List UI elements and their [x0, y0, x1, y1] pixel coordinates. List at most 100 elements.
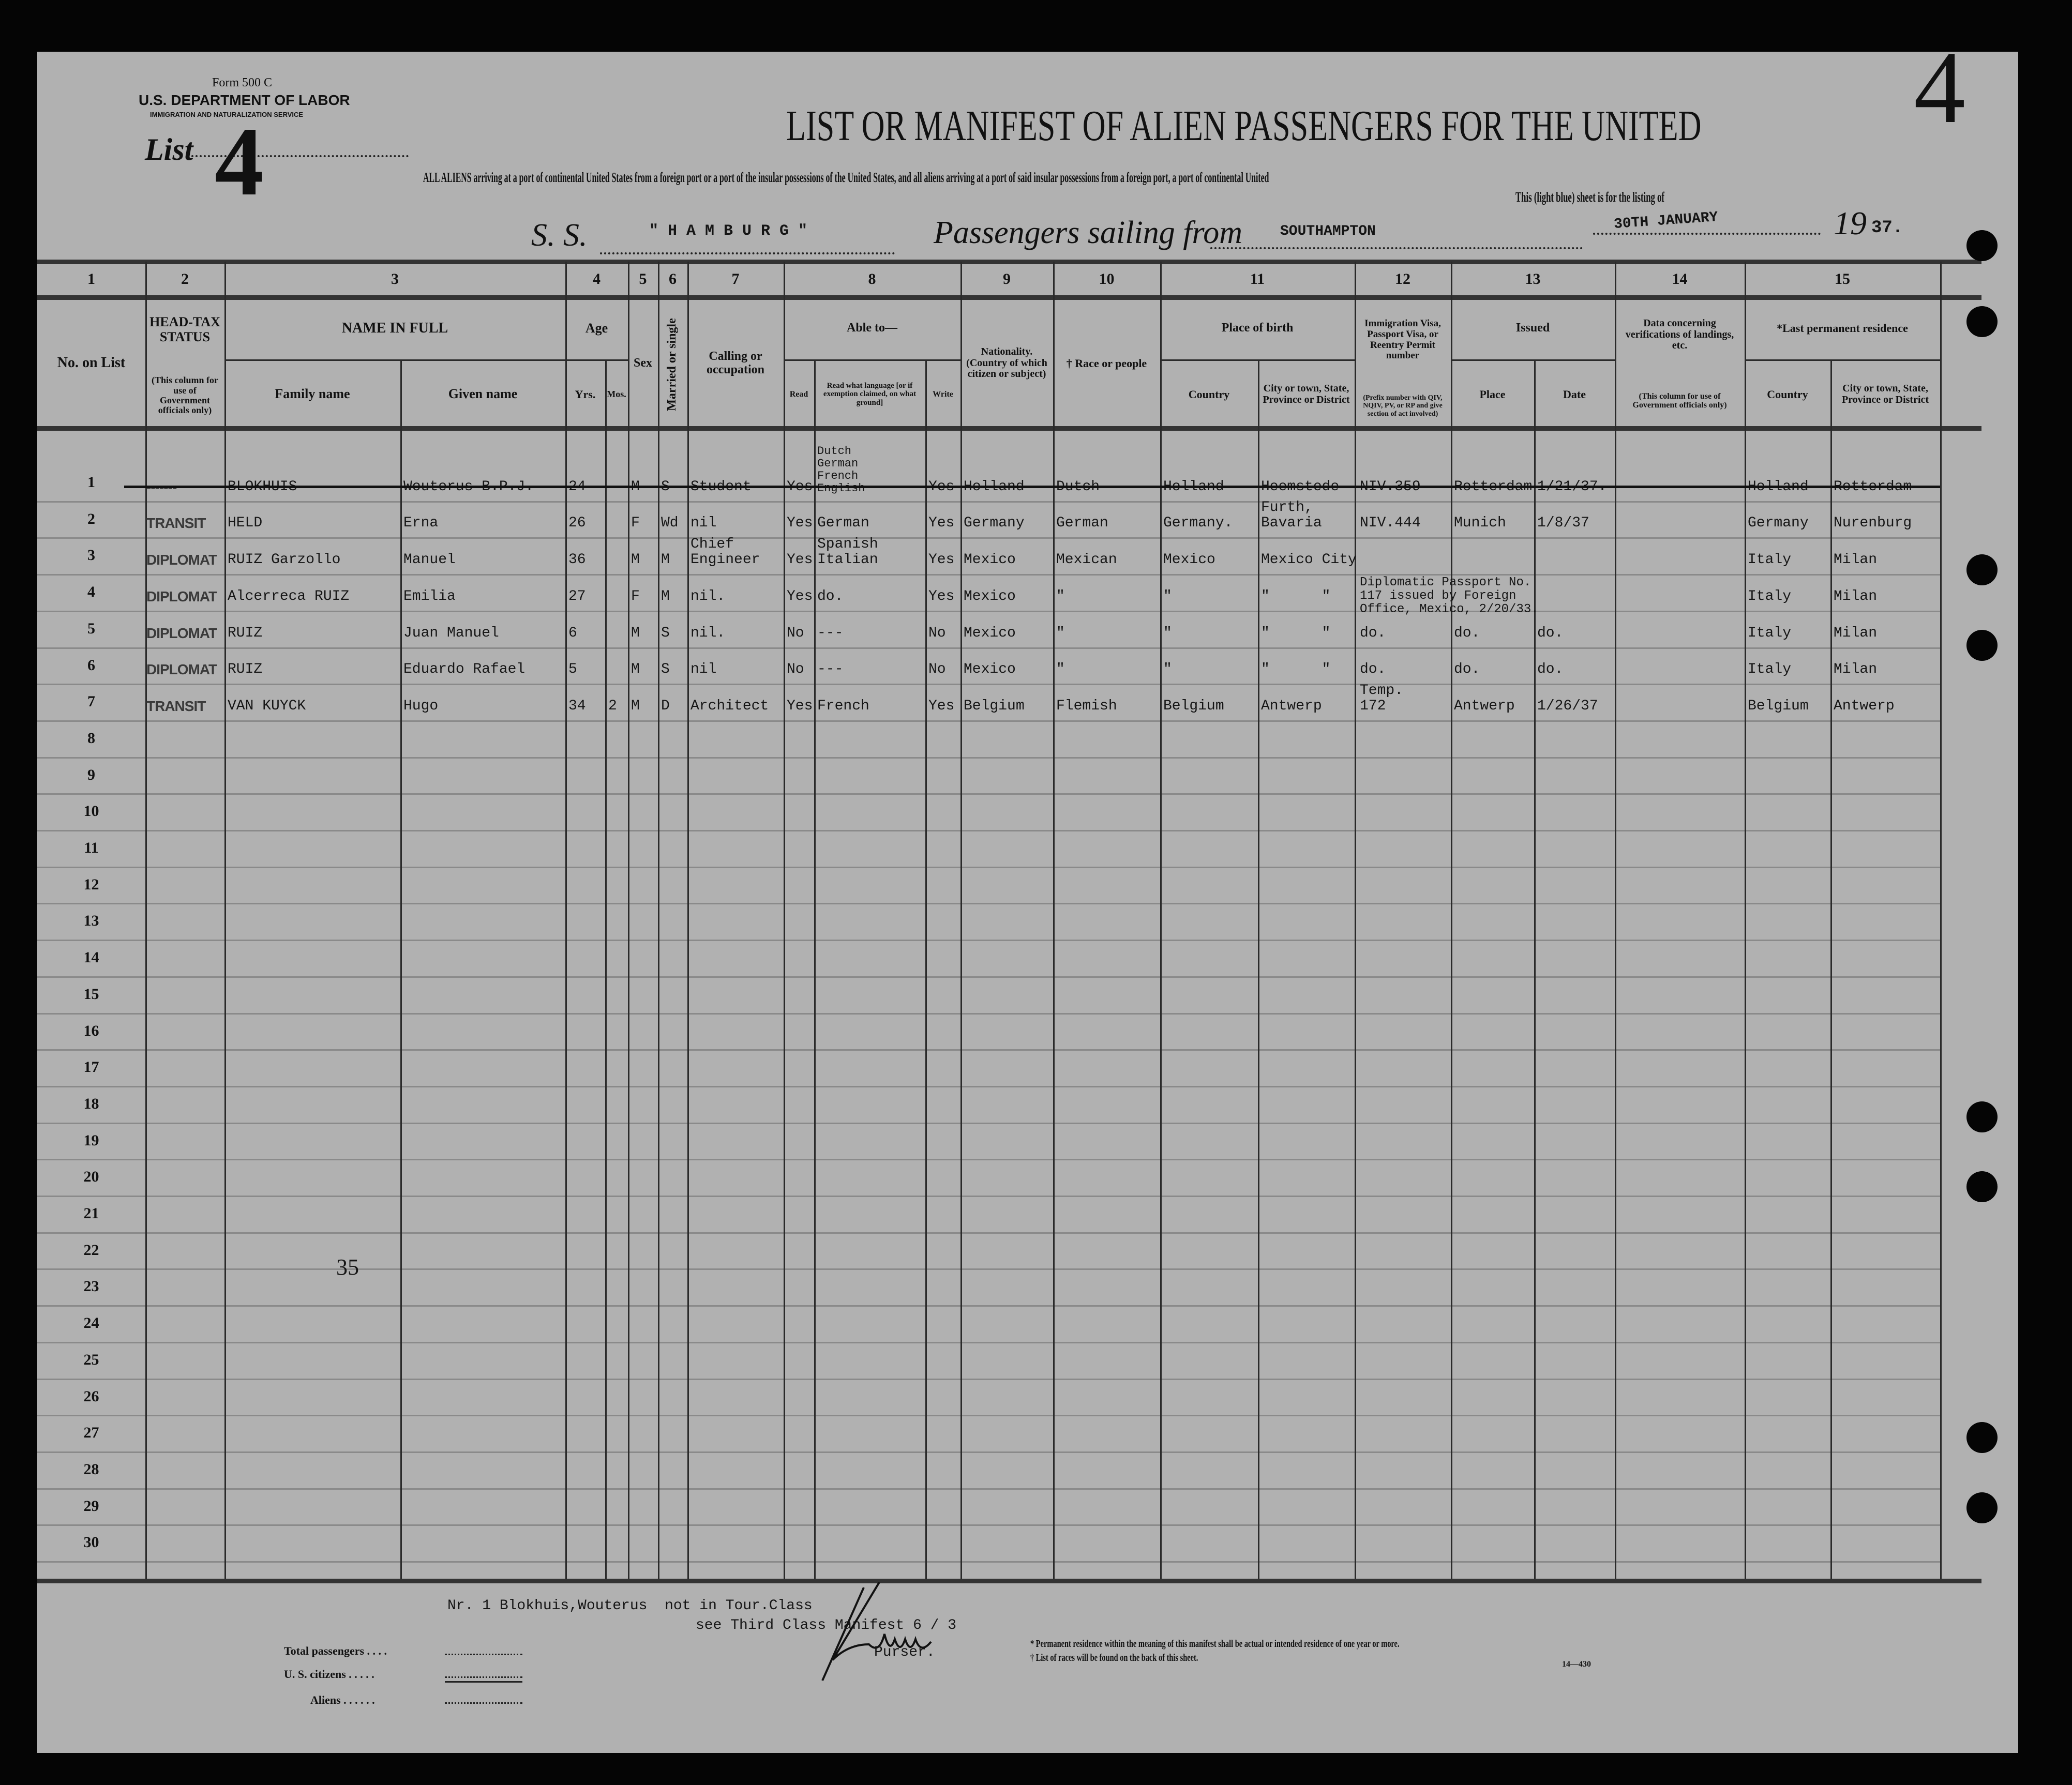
row-number: 11	[84, 839, 99, 856]
cell-issued-place: Munich	[1454, 515, 1506, 531]
family-name-header: Family name	[275, 386, 350, 402]
cell-nationality: Mexico	[964, 588, 1016, 604]
cell-sex: F	[631, 515, 640, 531]
cell-marital: S	[661, 661, 670, 677]
read-header: Read	[789, 389, 808, 399]
row-number: 15	[83, 986, 99, 1003]
row-number: 10	[83, 803, 99, 820]
header-group-rule	[224, 359, 628, 361]
row-divider	[37, 1232, 1940, 1234]
cell-sex: M	[631, 625, 640, 641]
row-divider	[37, 1488, 1940, 1490]
row-divider	[37, 867, 1940, 868]
aliens-field	[445, 1702, 522, 1704]
column-number: 8	[868, 270, 876, 288]
cell-birth-country: "	[1163, 661, 1172, 677]
cell-birth-city: " "	[1261, 588, 1331, 604]
list-line	[191, 155, 409, 157]
row-divider	[37, 903, 1940, 904]
column-divider	[1940, 262, 1942, 1579]
column-divider	[628, 262, 629, 1579]
cell-read: Yes	[787, 588, 813, 604]
row-divider	[37, 830, 1940, 831]
column-number: 2	[181, 270, 189, 288]
race-header: † Race or people	[1066, 356, 1147, 370]
binder-hole	[1966, 1492, 1998, 1523]
cell-status: DIPLOMAT	[146, 625, 217, 641]
row-number: 1	[87, 474, 95, 491]
form-code: 14—430	[1562, 1660, 1591, 1669]
column-divider	[224, 262, 226, 1579]
cell-race: "	[1056, 625, 1065, 641]
cell-res-city: Antwerp	[1834, 698, 1895, 714]
cell-sex: M	[631, 552, 640, 568]
column-number: 6	[669, 270, 677, 288]
cell-status: DIPLOMAT	[146, 661, 217, 677]
row-number: 18	[83, 1095, 99, 1112]
cell-read: Yes	[787, 552, 813, 568]
row-number: 8	[87, 730, 95, 747]
column-divider	[1615, 262, 1616, 1579]
port-line	[1210, 247, 1583, 249]
cell-family: RUIZ Garzollo	[228, 552, 341, 568]
cell-birth-country: Germany.	[1163, 515, 1233, 531]
row-number: 21	[83, 1205, 99, 1222]
read-language-header: Read what language [or if exemption clai…	[823, 382, 917, 407]
column-number: 4	[593, 270, 600, 288]
ship-line	[600, 252, 895, 254]
cell-res-city: Milan	[1834, 552, 1878, 568]
head-tax-note: (This column for use of Government offic…	[151, 375, 218, 416]
age-header: Age	[585, 320, 608, 336]
cell-birth-city: " "	[1261, 625, 1331, 641]
subtitle-line2: This (light blue) sheet is for the listi…	[1515, 189, 1665, 205]
row-number: 20	[83, 1168, 99, 1185]
cell-race: Flemish	[1056, 698, 1117, 714]
cell-nationality: Mexico	[964, 625, 1016, 641]
date-line	[1593, 233, 1821, 235]
issued-date-header: Date	[1563, 387, 1586, 401]
row-number: 23	[83, 1278, 99, 1295]
column-divider	[658, 262, 659, 1579]
subcolumn-divider	[1258, 359, 1259, 1579]
row-divider	[37, 1159, 1940, 1160]
cell-sex: M	[631, 661, 640, 677]
binder-hole	[1966, 554, 1998, 585]
column-divider	[960, 262, 962, 1579]
cell-visa: do.	[1360, 661, 1386, 677]
cell-status: TRANSIT	[146, 698, 206, 714]
row-divider	[37, 757, 1940, 759]
cell-issued-date: do.	[1537, 661, 1564, 677]
row-number: 26	[83, 1388, 99, 1405]
footnote-residence: * Permanent residence within the meaning…	[1030, 1638, 1400, 1650]
residence-country-header: Country	[1767, 387, 1808, 401]
row-number: 28	[83, 1461, 99, 1478]
subcolumn-divider	[1830, 359, 1832, 1579]
column-number: 7	[731, 270, 740, 288]
cell-family: Alcerreca RUIZ	[228, 588, 350, 604]
cell-occupation: Chief Engineer	[690, 536, 760, 568]
cell-res-country: Germany	[1748, 515, 1809, 531]
row-divider	[37, 684, 1940, 685]
list-label: List	[145, 132, 193, 167]
row-divider	[37, 940, 1940, 941]
row-number: 27	[83, 1424, 99, 1441]
subcolumn-divider	[400, 359, 402, 1579]
cell-nationality: Germany	[964, 515, 1025, 531]
row-number: 24	[83, 1314, 99, 1332]
cell-sex: M	[631, 698, 640, 714]
row-divider	[37, 1561, 1940, 1563]
column-divider	[1745, 262, 1746, 1579]
write-header: Write	[933, 389, 953, 399]
cell-marital: D	[661, 698, 670, 714]
residence-city-header: City or town, State, Province or Distric…	[1841, 382, 1929, 405]
cell-marital: Wd	[661, 515, 679, 531]
row-divider	[37, 501, 1940, 503]
cell-nationality: Mexico	[964, 661, 1016, 677]
us-citizens-field	[445, 1676, 522, 1683]
place-of-birth-header: Place of birth	[1221, 321, 1294, 335]
able-to-header: Able to—	[847, 321, 897, 335]
cell-visa: NIV.444	[1360, 515, 1421, 531]
row-divider	[37, 1415, 1940, 1416]
column-divider	[1451, 262, 1452, 1579]
ship-name: " H A M B U R G "	[649, 222, 808, 240]
